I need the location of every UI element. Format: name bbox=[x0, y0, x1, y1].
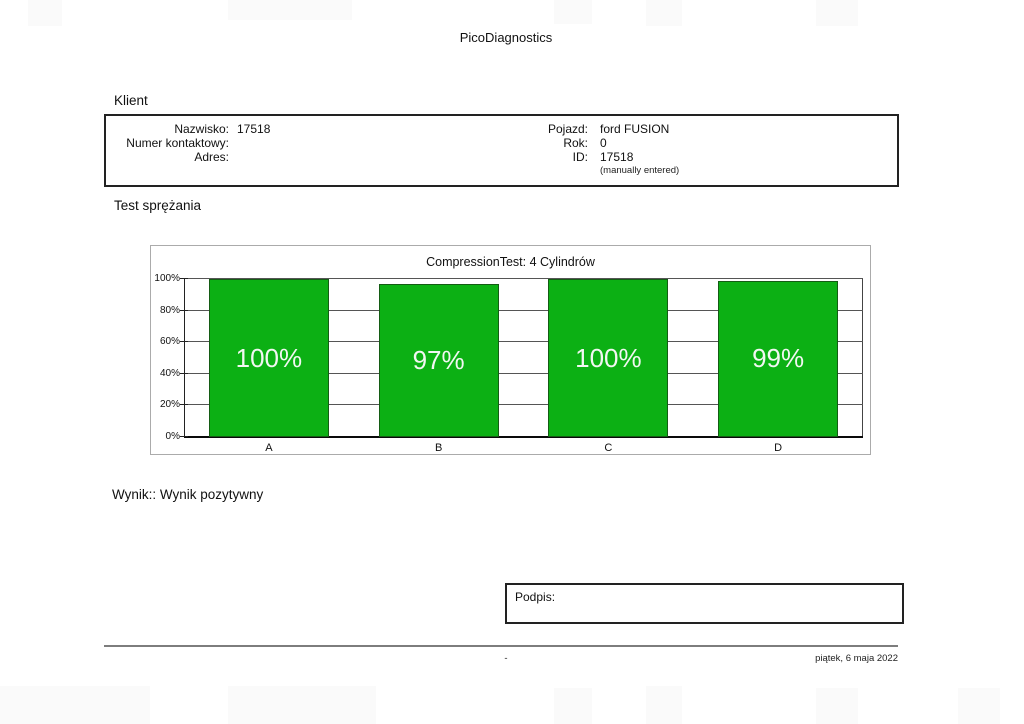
client-section-heading: Klient bbox=[114, 93, 148, 108]
y-axis-tick bbox=[180, 341, 188, 343]
field-value-rok: 0 bbox=[600, 136, 607, 150]
y-axis-label: 60% bbox=[159, 336, 180, 348]
app-title: PicoDiagnostics bbox=[459, 30, 553, 45]
field-value-id: 17518 bbox=[600, 150, 634, 164]
plot-area: 0% 20% 40% 60% 80% 100% 100% A 97% B 100% C 99% D bbox=[154, 273, 863, 454]
vehicle-values: ford FUSION 0 17518 bbox=[600, 122, 860, 164]
scan-artifact bbox=[228, 686, 376, 724]
plot-right-border bbox=[862, 278, 863, 438]
field-label-adres: Adres: bbox=[194, 150, 229, 164]
x-axis-label: D bbox=[774, 442, 783, 454]
scan-artifact bbox=[554, 0, 592, 24]
test-section-heading: Test sprężania bbox=[114, 198, 202, 213]
x-axis-label: B bbox=[434, 442, 443, 454]
field-value-nazwisko: 17518 bbox=[237, 122, 271, 136]
bar-value-label: 100% bbox=[235, 342, 303, 373]
result-text: Wynik:: Wynik pozytywny bbox=[112, 487, 264, 502]
field-label-id: ID: bbox=[572, 150, 588, 164]
vehicle-labels: Pojazd: Rok: ID: bbox=[492, 122, 588, 164]
field-label-pojazd: Pojazd: bbox=[547, 122, 588, 136]
footer-divider bbox=[104, 645, 898, 647]
scan-artifact bbox=[28, 0, 62, 26]
chart-title: CompressionTest: 4 Cylindrów bbox=[426, 255, 595, 269]
y-axis-tick bbox=[180, 309, 188, 311]
bar-cylinder-B: 97% bbox=[378, 283, 499, 437]
field-label-rok: Rok: bbox=[563, 136, 588, 150]
footer-date: piątek, 6 maja 2022 bbox=[815, 653, 898, 664]
scan-artifact bbox=[0, 686, 150, 724]
gridline bbox=[184, 372, 863, 374]
bar-cylinder-D: 99% bbox=[718, 280, 839, 437]
y-axis-label: 100% bbox=[154, 273, 180, 284]
bar-value-label: 99% bbox=[752, 343, 805, 374]
gridline bbox=[184, 278, 863, 279]
scan-artifact bbox=[646, 0, 682, 26]
scan-artifact bbox=[306, 0, 350, 16]
scan-artifact bbox=[306, 688, 350, 724]
field-label-numer-kontaktowy: Numer kontaktowy: bbox=[126, 136, 229, 150]
signature-box: Podpis: bbox=[505, 583, 904, 624]
bar-cylinder-C: 100% bbox=[548, 279, 669, 437]
y-axis-label: 0% bbox=[165, 431, 180, 442]
bar-cylinder-A: 100% bbox=[208, 279, 329, 437]
field-label-nazwisko: Nazwisko: bbox=[174, 122, 229, 136]
scan-artifact bbox=[816, 0, 858, 26]
signature-label: Podpis: bbox=[515, 590, 556, 604]
x-axis-label: A bbox=[265, 442, 273, 454]
client-labels-left: Nazwisko: Numer kontaktowy: Adres: bbox=[114, 122, 229, 164]
field-value-pojazd: ford FUSION bbox=[600, 122, 670, 136]
y-axis-label: 80% bbox=[159, 304, 180, 316]
y-axis-label: 20% bbox=[159, 399, 180, 411]
client-info-box: Nazwisko: Numer kontaktowy: Adres: 17518… bbox=[104, 114, 899, 187]
scan-artifact bbox=[816, 688, 858, 724]
y-axis-line bbox=[184, 278, 185, 438]
bar-value-label: 100% bbox=[575, 342, 642, 373]
footer-page-marker: - bbox=[504, 653, 508, 664]
gridline bbox=[184, 309, 863, 311]
y-axis-tick bbox=[180, 436, 188, 437]
gridline bbox=[184, 404, 863, 406]
scan-artifact bbox=[958, 688, 1000, 724]
manually-entered-note: (manually entered) bbox=[600, 165, 680, 176]
y-axis-tick bbox=[180, 404, 188, 406]
x-axis-line bbox=[184, 436, 863, 438]
y-axis-tick bbox=[180, 278, 188, 279]
scan-artifact bbox=[554, 688, 592, 724]
scan-artifact bbox=[646, 686, 682, 724]
gridline bbox=[184, 341, 863, 343]
bar-value-label: 97% bbox=[412, 344, 465, 375]
client-values-left: 17518 bbox=[237, 122, 457, 136]
compression-chart: CompressionTest: 4 Cylindrów 0% 20% 40% 60%… bbox=[150, 245, 871, 455]
y-axis-label: 40% bbox=[159, 367, 180, 379]
x-axis-label: C bbox=[604, 442, 613, 454]
y-axis-tick bbox=[180, 372, 188, 374]
